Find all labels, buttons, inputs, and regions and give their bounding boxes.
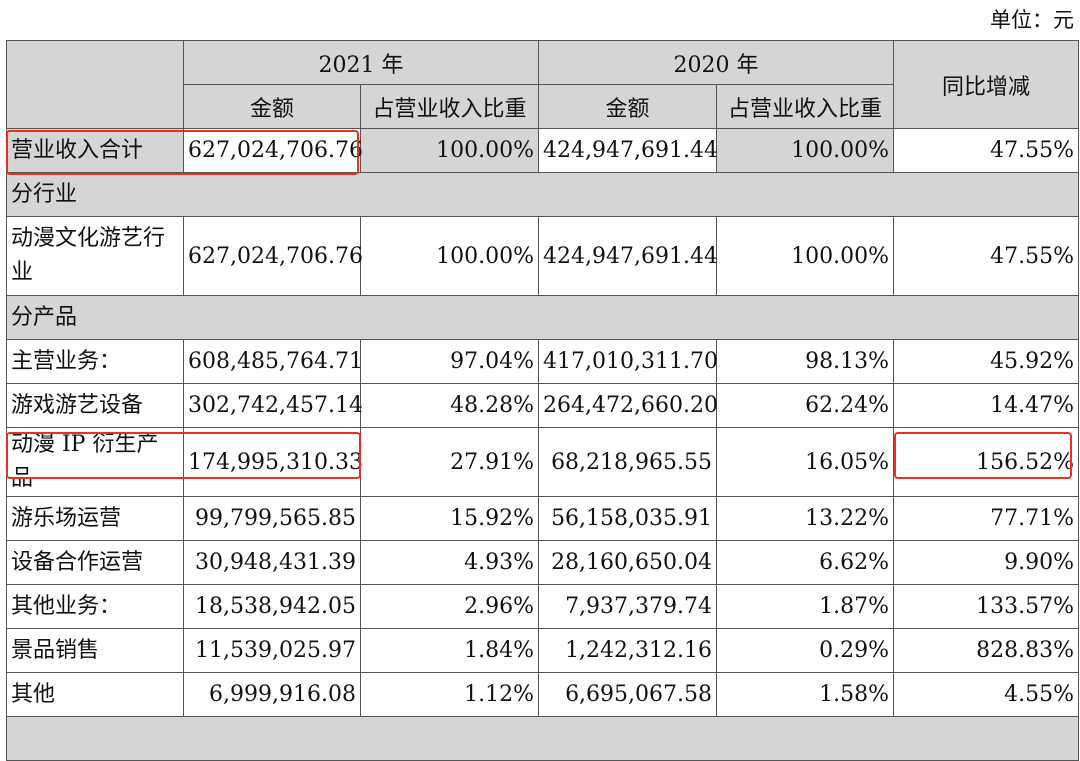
share-2020: 6.62% — [716, 540, 895, 585]
table-row: 动漫 IP 衍生产品 174,995,310.33 27.91% 68,218,965… — [6, 427, 1080, 497]
amount-2021: 627,024,706.76 — [183, 128, 363, 173]
section-label: 分产品 — [5, 295, 1080, 340]
amount-2020: 1,242,312.16 — [538, 628, 718, 673]
row-label: 动漫 IP 衍生产品 — [6, 427, 184, 497]
share-2021: 1.12% — [359, 672, 540, 717]
header-amount-2020: 金额 — [538, 84, 718, 129]
amount-2020: 424,947,691.44 — [538, 128, 718, 173]
share-2020: 62.24% — [716, 383, 895, 428]
share-2020: 16.05% — [716, 427, 895, 497]
row-label: 游戏游艺设备 — [6, 383, 184, 428]
section-label: 分行业 — [5, 172, 1080, 217]
table-row: 设备合作运营 30,948,431.39 4.93% 28,160,650.04 6.6… — [6, 540, 1080, 585]
row-label: 设备合作运营 — [6, 540, 184, 585]
header-row-cols: 金额 占营业收入比重 金额 占营业收入比重 — [7, 84, 1079, 129]
row-label: 营业收入合计 — [6, 128, 184, 173]
share-2021: 100.00% — [359, 128, 540, 173]
share-2021: 97.04% — [359, 339, 540, 384]
amount-2021: 302,742,457.14 — [183, 383, 363, 428]
row-label: 景品销售 — [6, 628, 184, 673]
section-row-industry: 分行业 — [5, 172, 1080, 217]
amount-2021: 11,539,025.97 — [183, 628, 361, 673]
amount-2020: 6,695,067.58 — [538, 672, 718, 717]
table-row: 游乐场运营 99,799,565.85 15.92% 56,158,035.91 13.… — [6, 496, 1080, 541]
amount-2021: 99,799,565.85 — [183, 496, 361, 541]
row-label: 动漫文化游艺行业 — [6, 216, 184, 296]
share-2020: 100.00% — [716, 216, 895, 296]
table-row: 其他业务： 18,538,942.05 2.96% 7,937,379.74 1.87%… — [6, 584, 1080, 629]
yoy-change: 47.55% — [893, 128, 1080, 173]
yoy-change: 45.92% — [893, 339, 1080, 384]
row-label: 其他业务： — [6, 584, 184, 629]
amount-2020: 28,160,650.04 — [538, 540, 718, 585]
row-label: 其他 — [6, 672, 184, 717]
amount-2021: 174,995,310.33 — [183, 427, 363, 497]
header-2021: 2021 年 — [182, 40, 540, 85]
amount-2020: 68,218,965.55 — [538, 427, 718, 497]
share-2021: 27.91% — [359, 427, 540, 497]
yoy-change: 4.55% — [893, 672, 1080, 717]
amount-2020: 264,472,660.20 — [538, 383, 718, 428]
amount-2020: 56,158,035.91 — [538, 496, 718, 541]
header-amount-2021: 金额 — [183, 84, 361, 129]
share-2021: 15.92% — [359, 496, 540, 541]
header-share-2020: 占营业收入比重 — [716, 84, 895, 129]
table-row: 景品销售 11,539,025.97 1.84% 1,242,312.16 0.29% 8… — [6, 628, 1080, 673]
amount-2021: 30,948,431.39 — [183, 540, 361, 585]
yoy-change: 156.52% — [893, 427, 1080, 497]
table-row: 游戏游艺设备 302,742,457.14 48.28% 264,472,660.20… — [6, 383, 1080, 428]
share-2020: 1.87% — [716, 584, 895, 629]
header-row-years: 2021 年 2020 年 同比增减 — [6, 40, 1080, 129]
yoy-change: 47.55% — [893, 216, 1080, 296]
share-2020: 13.22% — [716, 496, 895, 541]
amount-2021: 627,024,706.76 — [183, 216, 363, 296]
share-2021: 2.96% — [359, 584, 540, 629]
yoy-change: 77.71% — [893, 496, 1080, 541]
section-row-product: 分产品 — [5, 295, 1080, 340]
share-2021: 48.28% — [359, 383, 540, 428]
header-corner — [6, 40, 184, 129]
share-2021: 4.93% — [359, 540, 540, 585]
share-2020: 98.13% — [716, 339, 895, 384]
table-row: 动漫文化游艺行业 627,024,706.76 100.00% 424,947,… — [6, 216, 1080, 296]
share-2020: 100.00% — [716, 128, 895, 173]
revenue-table: 2021 年 2020 年 同比增减 金额 占营业收入比重 金额 占营业收入比重… — [5, 40, 1080, 761]
table-row: 主营业务： 608,485,764.71 97.04% 417,010,311.70 9… — [6, 339, 1080, 384]
amount-2020: 417,010,311.70 — [538, 339, 718, 384]
share-2021: 1.84% — [359, 628, 540, 673]
share-2020: 1.58% — [716, 672, 895, 717]
amount-2021: 18,538,942.05 — [183, 584, 361, 629]
amount-2021: 608,485,764.71 — [183, 339, 363, 384]
yoy-change: 828.83% — [893, 628, 1080, 673]
footer-row — [5, 716, 1080, 761]
row-label: 游乐场运营 — [6, 496, 184, 541]
yoy-change: 14.47% — [893, 383, 1080, 428]
amount-2020: 424,947,691.44 — [538, 216, 718, 296]
header-yoy: 同比增减 — [893, 40, 1080, 129]
total-row: 营业收入合计 627,024,706.76 100.00% 424,947,69… — [6, 128, 1080, 173]
row-label: 主营业务： — [6, 339, 184, 384]
amount-2021: 6,999,916.08 — [183, 672, 361, 717]
yoy-change: 133.57% — [893, 584, 1080, 629]
share-2020: 0.29% — [716, 628, 895, 673]
yoy-change: 9.90% — [893, 540, 1080, 585]
unit-label: 单位：元 — [990, 8, 1074, 32]
amount-2020: 7,937,379.74 — [538, 584, 718, 629]
footer-cell — [5, 716, 1080, 761]
header-2020: 2020 年 — [538, 40, 895, 85]
table-row: 其他 6,999,916.08 1.12% 6,695,067.58 1.58% 4.55… — [6, 672, 1080, 717]
share-2021: 100.00% — [359, 216, 540, 296]
header-share-2021: 占营业收入比重 — [359, 84, 540, 129]
